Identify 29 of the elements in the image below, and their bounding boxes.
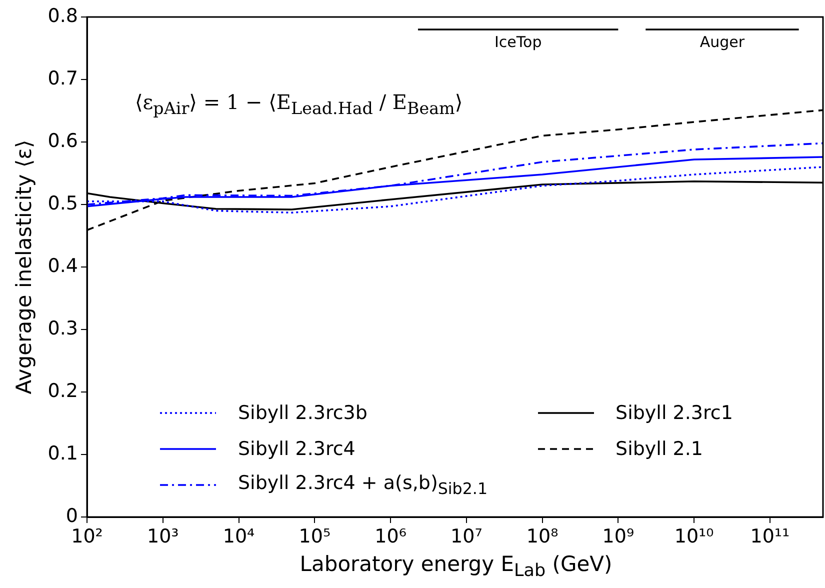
y-tick-label: 0.1 [48, 442, 78, 464]
y-tick-label: 0.2 [48, 380, 78, 402]
legend-label: Sibyll 2.3rc3b [238, 402, 368, 424]
x-axis-title: Laboratory energy E$_{Lab}$ (GeV) [298, 552, 614, 582]
x-tick-label: 10⁷ [450, 525, 482, 548]
y-tick-label: 0.8 [48, 4, 78, 27]
x-tick-label: 10⁹ [602, 525, 634, 548]
legend-label: Sibyll 2.3rc1 [616, 402, 733, 424]
legend-label: Sibyll 2.3rc4 + a(s,b)$_{Sib2.1}$ [238, 472, 488, 498]
x-tick-label: 10⁶ [374, 525, 406, 548]
x-tick-label: 10⁴ [222, 525, 256, 548]
x-tick-label: 10⁵ [298, 525, 331, 548]
y-tick-label: 0.7 [48, 67, 78, 90]
y-tick-label: 0.6 [48, 130, 78, 152]
y-tick-label: 0.3 [48, 317, 78, 340]
y-tick-label: 0.5 [48, 192, 78, 214]
x-tick-label: 10² [71, 525, 103, 548]
y-axis-title: Avgerage inelasticity ⟨ε⟩ [12, 140, 36, 394]
legend-label: Sibyll 2.3rc4 [238, 438, 356, 460]
y-tick-label: 0.4 [48, 254, 78, 277]
x-tick-label: 10⁸ [526, 525, 558, 548]
x-tick-label: 10³ [146, 525, 179, 548]
y-tick-label: 0 [66, 504, 78, 527]
annotation: ⟨ε$_{pAir}$⟩ = 1 − ⟨E$_{Lead.Had}$ / E$_{Beam}$⟩ [135, 90, 463, 118]
annotation: IceTop [494, 32, 542, 51]
annotation: Auger [700, 32, 746, 51]
legend-label: Sibyll 2.1 [616, 438, 703, 460]
x-tick-label: 10¹¹ [750, 525, 790, 548]
x-tick-label: 10¹⁰ [674, 525, 714, 548]
